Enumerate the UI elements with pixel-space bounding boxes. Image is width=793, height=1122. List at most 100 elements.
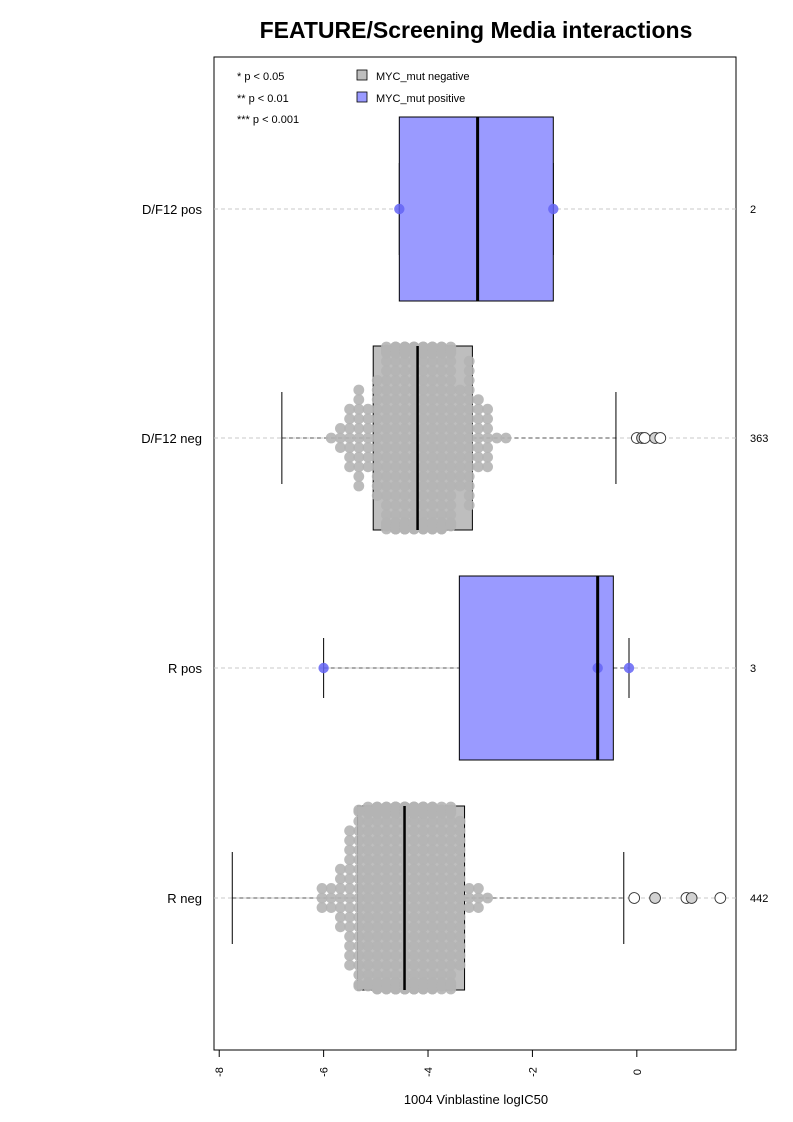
sig-legend-2: ** p < 0.01 [237,93,289,105]
data-point [436,509,447,521]
data-point [344,825,355,837]
data-point [335,911,346,923]
data-point [344,931,355,942]
data-point [417,931,429,942]
data-point [381,911,392,923]
data-point [427,471,438,482]
data-point [445,480,457,492]
data-point [417,480,429,492]
data-point [362,451,374,463]
data-point [371,413,383,425]
data-point [473,403,484,415]
data-point [623,662,635,674]
data-point [445,509,457,521]
data-point [436,451,447,463]
count-label: 2 [750,204,756,216]
data-point [362,873,374,885]
data-point [417,873,429,885]
data-point [371,892,383,904]
data-point [463,375,475,386]
data-point [371,863,383,875]
data-point [381,931,392,942]
data-point [316,883,328,894]
data-point [427,375,438,386]
data-point [454,931,466,942]
data-point [353,384,365,396]
data-point [445,921,457,933]
data-point [399,490,411,501]
data-point [390,499,401,511]
data-point [463,403,475,415]
data-point [417,499,429,511]
data-point [362,432,374,444]
data-point [390,480,401,492]
data-point [445,365,457,377]
data-point [399,394,411,405]
data-point [436,355,447,367]
data-point [371,835,383,846]
x-tick-label: 0 [632,1069,644,1075]
data-point [353,940,365,952]
data-point [500,432,512,444]
data-point [362,835,374,846]
data-point [335,902,346,913]
data-point [390,442,401,453]
data-point [454,815,466,827]
data-point [399,413,411,425]
data-point [353,394,365,405]
data-point [353,442,365,453]
data-point [445,825,457,837]
data-point [427,863,438,875]
data-point [454,911,466,923]
data-point [344,423,355,434]
data-point [482,423,493,434]
data-point [381,854,392,865]
data-point [371,940,383,952]
data-point [445,341,457,353]
data-point [381,520,392,532]
data-point [436,413,447,425]
data-point [335,863,346,875]
data-point [427,921,438,933]
data-point [399,480,411,492]
data-point [399,365,411,377]
data-point [436,423,447,434]
data-point [445,801,457,813]
data-point [436,883,447,894]
data-point [381,825,392,837]
data-point [381,804,392,816]
data-point [399,384,411,396]
data-point [381,950,392,961]
data-point [454,883,466,894]
data-point [381,883,392,894]
data-point [427,384,438,396]
data-point [399,375,411,386]
data-point [417,892,429,904]
count-label: 363 [750,433,768,445]
data-point [436,442,447,453]
data-point [390,355,401,367]
data-point [325,902,337,913]
x-axis: -8 -6 -4 -2 0 1004 Vinblastine logIC50 [214,1049,644,1107]
data-point [335,873,346,885]
data-point [463,355,475,367]
outlier-point [654,432,667,444]
data-point [436,969,447,981]
data-point [335,423,346,434]
data-point [399,355,411,367]
data-point [436,403,447,415]
data-point [344,902,355,913]
data-point [454,844,466,856]
count-label: 442 [750,893,768,905]
data-point [353,911,365,923]
data-point [362,423,374,434]
data-point [353,921,365,933]
data-point [427,442,438,453]
data-point [408,892,420,904]
data-point [381,451,392,463]
data-point [454,413,466,425]
data-point [408,815,420,827]
data-point [454,451,466,463]
x-axis-label: 1004 Vinblastine logIC50 [404,1092,548,1107]
